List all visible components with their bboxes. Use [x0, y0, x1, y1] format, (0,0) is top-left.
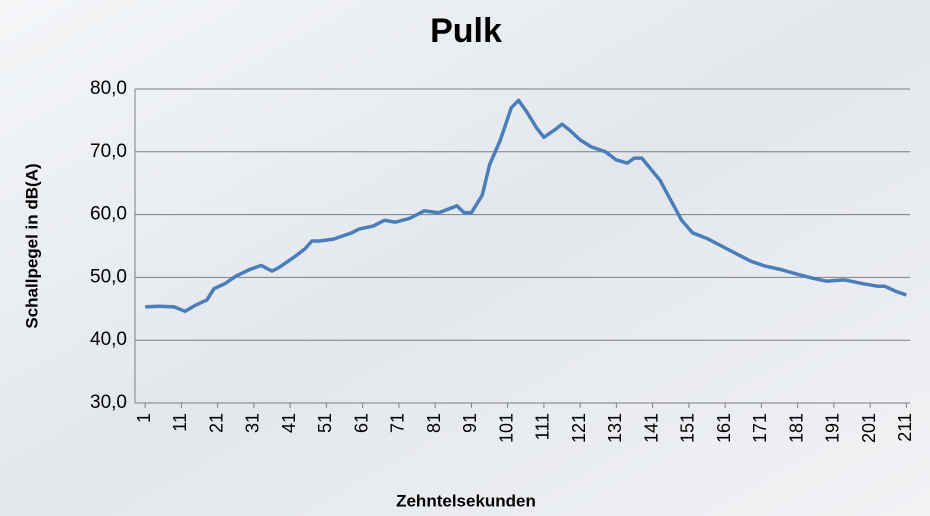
x-tick-label: 121	[569, 413, 589, 443]
x-tick-label: 21	[206, 413, 226, 433]
x-tick-label: 181	[786, 413, 806, 443]
x-tick-label: 131	[605, 413, 625, 443]
x-tick-label: 141	[641, 413, 661, 443]
x-tick-label: 101	[496, 413, 516, 443]
y-tick-label: 30,0	[90, 392, 127, 413]
x-tick-label: 11	[170, 413, 190, 432]
x-tick-label: 111	[533, 413, 553, 440]
x-tick-label: 151	[678, 413, 698, 443]
x-tick-label: 91	[460, 413, 480, 433]
chart-title: Pulk	[430, 12, 502, 50]
x-tick-label: 51	[315, 413, 335, 433]
x-tick-label: 81	[424, 413, 444, 433]
x-tick-label: 1	[134, 413, 154, 423]
x-tick-label: 71	[388, 413, 408, 433]
y-axis-title: Schallpegel in dB(A)	[22, 163, 41, 328]
x-tick-label: 171	[750, 413, 770, 443]
y-tick-label: 70,0	[90, 141, 127, 162]
y-tick-label: 40,0	[90, 329, 127, 350]
x-tick-label: 61	[351, 413, 371, 433]
data-line	[145, 98, 907, 314]
y-tick-label: 50,0	[90, 266, 127, 287]
x-tick-label: 161	[714, 413, 734, 443]
x-tick-label: 41	[279, 413, 299, 433]
x-axis-title: Zehntelsekunden	[396, 491, 536, 510]
x-tick-label: 191	[823, 413, 843, 443]
x-tick-label: 211	[895, 413, 915, 442]
y-tick-label: 80,0	[90, 78, 127, 99]
x-tick-label: 201	[859, 413, 879, 443]
y-tick-label: 60,0	[90, 204, 127, 225]
x-tick-label: 31	[243, 413, 263, 433]
